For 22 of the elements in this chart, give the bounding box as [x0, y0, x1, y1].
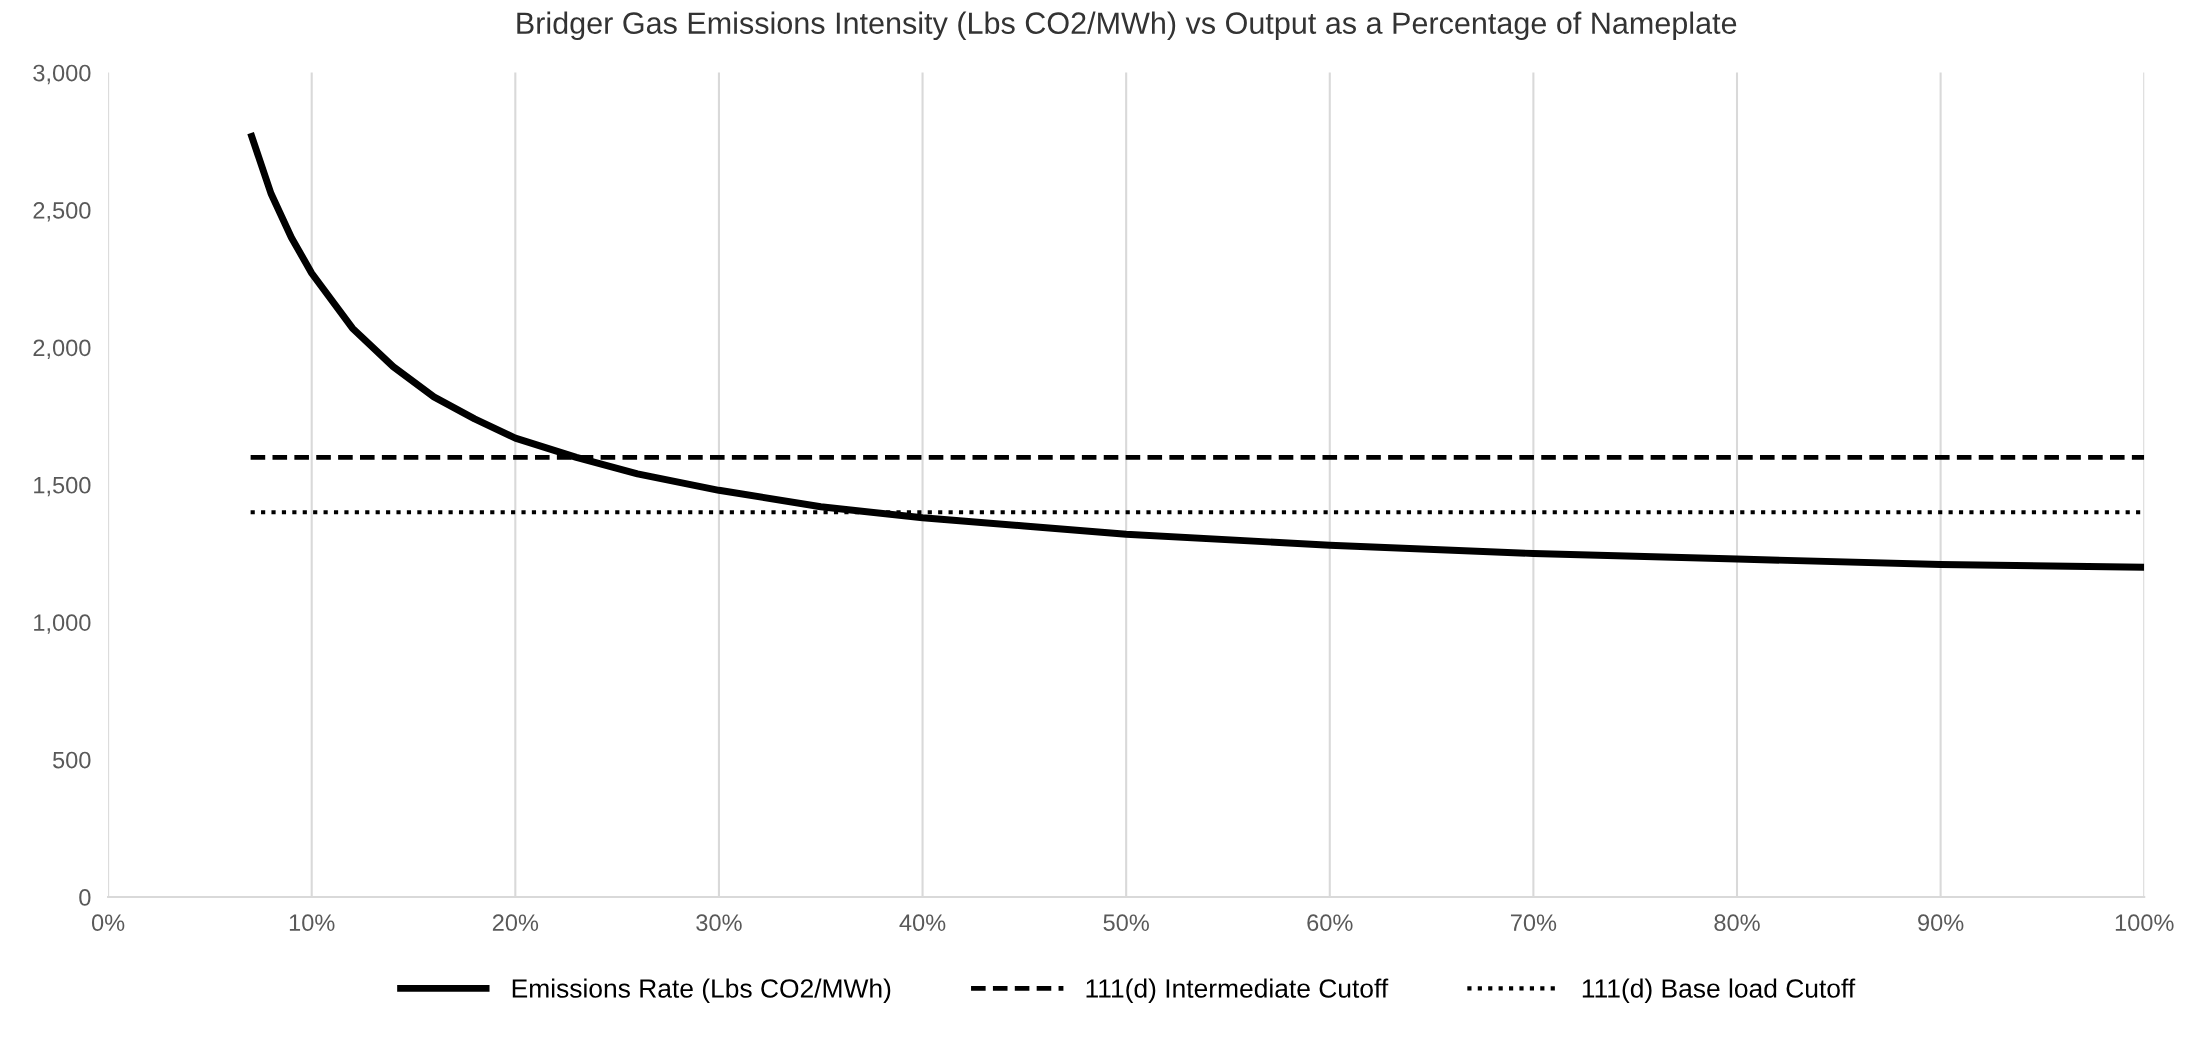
x-tick-label: 100%: [2115, 914, 2174, 932]
y-tick-label: 2,000: [33, 339, 91, 359]
chart-title: Bridger Gas Emissions Intensity (Lbs CO2/MWh) vs Output as a Percentage of Nameplate: [517, 11, 1737, 41]
legend-label: 111(d) Intermediate Cutoff: [1086, 978, 1389, 1004]
x-tick-label: 90%: [1918, 914, 1964, 932]
x-tick-label: 50%: [1103, 914, 1149, 932]
y-tick-label: 0: [79, 889, 91, 906]
legend-label: 111(d) Base load Cutoff: [1582, 978, 1856, 1004]
x-tick-label: 80%: [1714, 914, 1760, 932]
y-tick-label: 2,500: [33, 202, 91, 222]
x-tick-label: 10%: [289, 914, 335, 932]
x-tick-label: 30%: [696, 914, 742, 932]
y-tick-label: 3,000: [33, 64, 91, 85]
y-tick-label: 500: [52, 751, 91, 769]
y-tick-label: 1,500: [34, 476, 91, 497]
x-tick-label: 20%: [492, 914, 539, 932]
x-tick-label: 0%: [91, 914, 125, 932]
x-tick-label: 60%: [1307, 914, 1353, 932]
x-tick-label: 40%: [899, 914, 946, 932]
y-tick-label: 1,000: [34, 614, 91, 634]
legend-label: Emissions Rate (Lbs CO2/MWh): [512, 978, 891, 1004]
x-tick-label: 70%: [1510, 914, 1557, 932]
